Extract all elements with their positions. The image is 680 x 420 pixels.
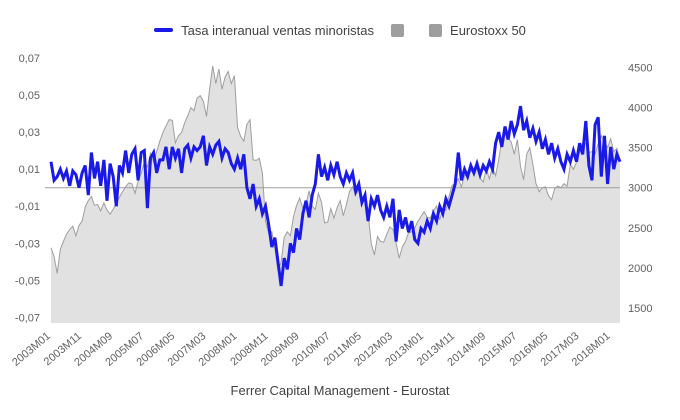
line-series-tasa[interactable] xyxy=(49,105,622,287)
y-axis-right-label: 2500 xyxy=(628,223,652,235)
y-axis-right-label: 4000 xyxy=(628,103,652,115)
legend-label-eurostoxx: Eurostoxx 50 xyxy=(450,22,526,38)
y-axis-left-label: -0,07 xyxy=(15,312,40,324)
y-axis-left-label: 0,07 xyxy=(19,53,40,65)
line-swatch-icon xyxy=(154,28,174,32)
y-axis-right-label: 4500 xyxy=(628,63,652,75)
y-axis-right-label: 2000 xyxy=(628,263,652,275)
y-axis-left-label: -0,05 xyxy=(15,275,40,287)
chart-source-caption: Ferrer Capital Management - Eurostat xyxy=(230,383,450,398)
x-axis: 2003M012003M112004M092005M072006M052007M… xyxy=(10,330,613,369)
legend: Tasa interanual ventas minoristas Eurost… xyxy=(0,21,680,39)
y-axis-right-label: 3500 xyxy=(628,143,652,155)
y-axis-left-label: 0,03 xyxy=(19,127,40,139)
y-axis-left-label: 0,01 xyxy=(19,164,40,176)
y-axis-right-label: 1500 xyxy=(628,303,652,315)
y-axis-left-label: 0,05 xyxy=(19,90,40,102)
y-axis-right-label: 3000 xyxy=(628,183,652,195)
square-swatch-icon xyxy=(391,23,405,37)
legend-item-unnamed xyxy=(391,23,412,37)
legend-item-eurostoxx: Eurostoxx 50 xyxy=(429,23,526,38)
legend-item-tasa: Tasa interanual ventas minoristas xyxy=(154,23,374,38)
square-swatch-icon xyxy=(429,23,443,37)
legend-label-tasa: Tasa interanual ventas minoristas xyxy=(181,22,375,38)
y-axis-left-label: -0,01 xyxy=(15,201,40,213)
y-axis-left-label: -0,03 xyxy=(15,238,40,250)
y-axis-left: 0,07 0,05 0,03 0,01 -0,01 -0,03 -0,05 -0,07 xyxy=(15,53,40,325)
y-axis-right: 4500 4000 3500 3000 2500 2000 1500 xyxy=(628,63,652,315)
area-series-eurostoxx[interactable] xyxy=(51,65,620,324)
